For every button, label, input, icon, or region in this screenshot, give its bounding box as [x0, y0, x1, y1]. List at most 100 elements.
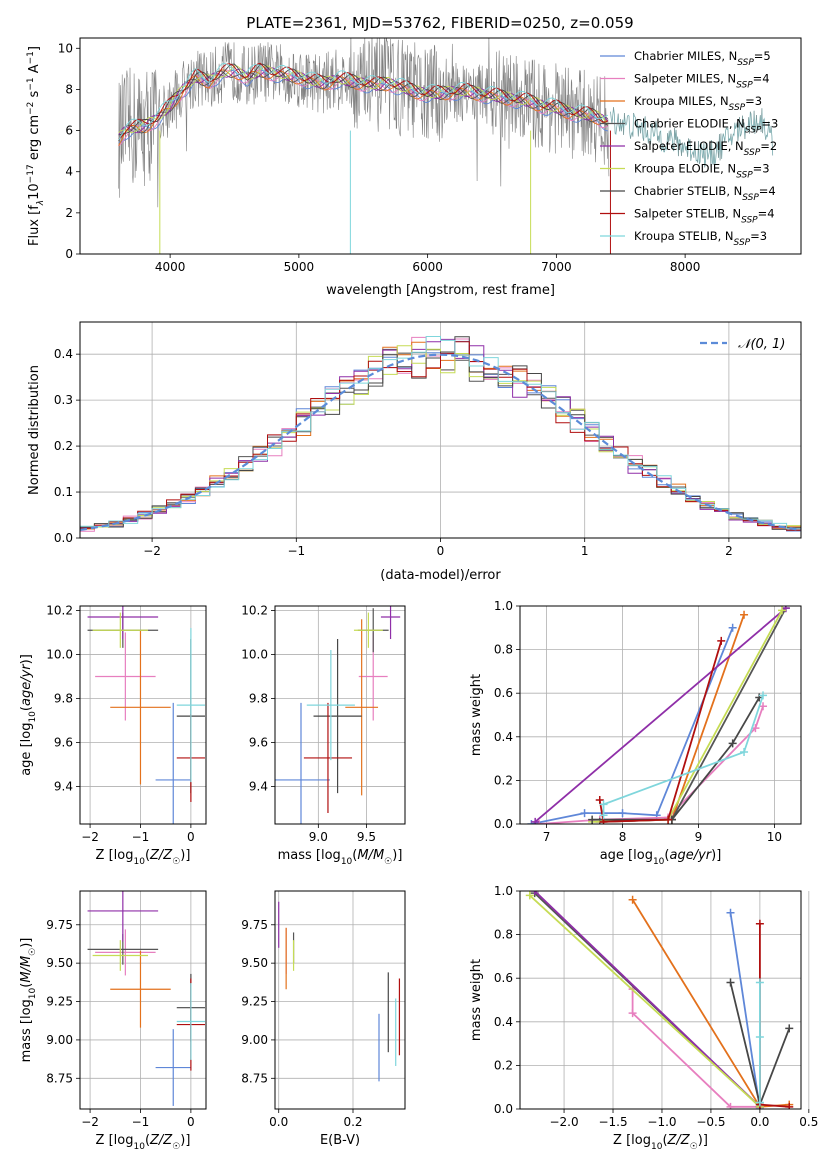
y-tick-label: 9.4	[54, 780, 73, 794]
model-spectrum	[118, 69, 609, 147]
label-part: s	[27, 90, 42, 101]
weight-marker	[628, 895, 637, 904]
label-part: (	[19, 706, 34, 711]
y-tick-label: 0.0	[494, 817, 513, 831]
x-tick-label: 0.0	[750, 1115, 769, 1129]
axes-weight_vs_z: −2.0 −1.5 −1.0 −0.5 0.0 0.5 0.0 0.2 0.4 0.6 0.8 1.0…	[469, 884, 818, 1152]
weight-marker	[664, 815, 673, 824]
x-tick-label: −1	[132, 1115, 150, 1129]
label-part: (	[664, 848, 669, 863]
label-part: ☉	[384, 857, 392, 867]
y-tick-label: 0.6	[494, 686, 513, 700]
label-part: =4	[759, 184, 776, 198]
axes-age_vs_z: −2 −1 09.49.69.810.010.2Z [log10(Z/Z☉)]age…	[19, 603, 207, 867]
label-part: A	[27, 64, 42, 77]
x-tick-label: 8000	[670, 260, 701, 274]
label-part: SSP	[737, 58, 754, 68]
y-tick-label: 10.2	[46, 603, 73, 617]
weight-line	[602, 695, 764, 816]
label-part: Kroupa ELODIE, N	[634, 162, 736, 176]
weight-marker	[728, 739, 737, 748]
y-tick-label: 0.2	[54, 439, 73, 453]
x-tick-label: 0	[187, 1115, 195, 1129]
label-part: Salpeter ELODIE, N	[634, 139, 744, 153]
y-tick-label: 0.8	[494, 928, 513, 942]
label-part: SSP	[736, 171, 753, 181]
label-part: SSP	[729, 103, 746, 113]
y-tick-label: 9.8	[54, 691, 73, 705]
x-axis-label: E(B-V)	[320, 1133, 360, 1148]
y-tick-label: 10.2	[241, 603, 268, 617]
x-tick-label: 0.2	[343, 1115, 362, 1129]
weight-line	[529, 894, 761, 1108]
y-tick-label: 1.0	[494, 884, 513, 898]
y-tick-label: 0.6	[494, 971, 513, 985]
label-part: ]	[185, 848, 190, 863]
y-tick-label: 10.0	[241, 647, 268, 661]
label-part: log	[631, 1133, 651, 1148]
x-tick-label: 0	[187, 830, 195, 844]
x-axis-label: mass [log10(M/M☉)]	[278, 848, 403, 867]
label-part: −1	[26, 77, 36, 90]
label-part: Z/Z	[667, 1133, 691, 1148]
spectrum-tail-data	[610, 107, 773, 168]
weight-marker	[531, 817, 540, 824]
y-tick-label: 1.0	[494, 599, 513, 613]
label-part: )	[180, 848, 185, 863]
histogram-step	[80, 336, 801, 530]
y-tick-label: 10	[58, 41, 73, 55]
label-part: SSP	[745, 126, 762, 136]
weight-marker	[755, 978, 764, 987]
x-axis-label: Z [log10(Z/Z☉)]	[96, 1133, 191, 1152]
label-part: =3	[753, 162, 770, 176]
label-part: 10	[28, 711, 38, 723]
label-part: )	[180, 1133, 185, 1148]
x-tick-label: 10	[767, 830, 782, 844]
x-tick-label: −1	[287, 544, 305, 558]
label-part: log	[633, 848, 653, 863]
label-part: )	[392, 848, 397, 863]
axes-frame	[274, 605, 406, 825]
weight-marker	[599, 811, 608, 820]
label-part: log	[19, 999, 34, 1019]
weight-line	[599, 607, 787, 823]
plot-area	[80, 336, 801, 532]
weight-marker	[726, 908, 735, 917]
label-part: (	[145, 848, 150, 863]
weight-marker	[599, 800, 608, 809]
y-tick-label: 9.50	[241, 956, 268, 970]
x-tick-label: −2	[81, 1115, 99, 1129]
weight-marker	[785, 1102, 794, 1109]
y-tick-label: 0.1	[54, 485, 73, 499]
y-tick-label: 9.75	[46, 918, 73, 932]
y-tick-label: 9.00	[241, 1033, 268, 1047]
x-tick-label: −0.5	[696, 1115, 725, 1129]
label-part: =5	[754, 49, 771, 63]
label-part: log	[321, 848, 341, 863]
y-tick-label: 0.4	[494, 730, 513, 744]
y-tick-label: 9.25	[46, 995, 73, 1009]
label-part: M/M	[357, 848, 384, 863]
x-axis-label: Z [log10(Z/Z☉)]	[96, 848, 191, 867]
x-tick-label: 9.5	[357, 830, 376, 844]
y-tick-label: 0.0	[54, 531, 73, 545]
weight-line	[729, 912, 761, 1109]
label-part: erg cm	[27, 115, 42, 164]
x-tick-label: 7	[543, 830, 551, 844]
axes-spectrum: 4000 5000 6000 7000 8000 0 2 4 6 8 10 Chabrier MILE…	[26, 37, 802, 298]
y-tick-label: 8.75	[46, 1071, 73, 1085]
model-spectrum	[118, 62, 609, 141]
label-part: −17	[26, 164, 36, 183]
weight-marker	[726, 1102, 735, 1109]
label-part: 10	[28, 987, 38, 999]
label-part: Z/Z	[149, 848, 173, 863]
weight-line	[598, 640, 723, 823]
axes-age_vs_mass: 9.0 9.5 9.4 9.6 9.8 10.0 10.2 mass [log10(M/M☉)…	[241, 603, 406, 867]
label-part: ☉	[690, 1142, 698, 1152]
legend-label: Kroupa ELODIE, NSSP=3	[634, 162, 770, 181]
label-part: age [	[19, 742, 34, 775]
weight-marker	[525, 891, 534, 900]
label-part: )	[711, 848, 716, 863]
